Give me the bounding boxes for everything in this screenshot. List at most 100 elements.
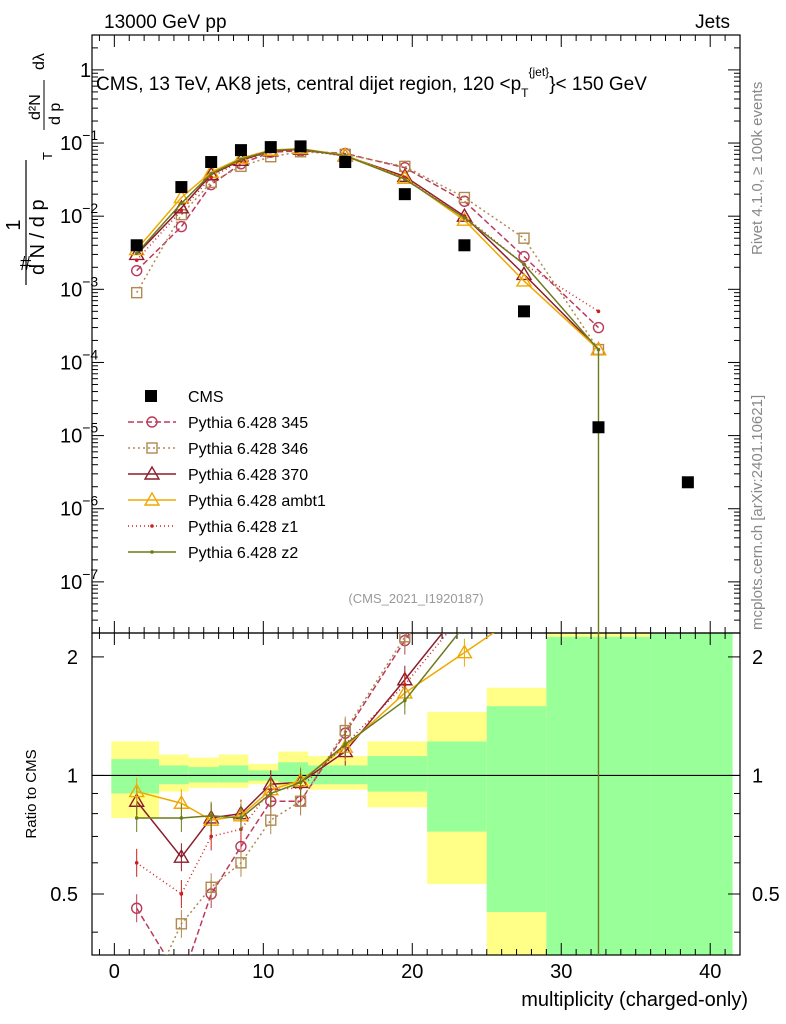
y-axis-label-lambda: dλ <box>31 53 48 70</box>
ratio-point <box>134 861 139 865</box>
ratio-y-axis-label: Ratio to CMS <box>23 749 40 838</box>
y-axis-label-one: 1 <box>3 219 25 230</box>
rivet-label: Rivet 4.1.0, ≥ 100k events <box>749 82 766 255</box>
cms-data-group <box>130 140 694 489</box>
ratio-tick-label-left: 0.5 <box>50 884 78 906</box>
cms-data-point <box>294 140 307 153</box>
ratio-band-green <box>188 767 219 783</box>
series-point <box>209 175 213 180</box>
y-tick-label-exp: −1 <box>82 127 98 143</box>
series-point <box>462 216 467 220</box>
ratio-point <box>235 857 247 869</box>
series-point <box>179 201 184 206</box>
y-tick-label-base: 10 <box>60 352 82 374</box>
ratio-tick-label-left: 2 <box>67 647 78 669</box>
series-point <box>134 258 139 263</box>
x-tick-label: 30 <box>550 961 572 983</box>
y-tick-label-exp: −2 <box>82 200 98 216</box>
ratio-point <box>268 791 273 796</box>
y-tick-label: 10−4 <box>60 346 98 374</box>
ratio-point <box>343 742 348 747</box>
cms-data-point <box>175 181 188 194</box>
y-tick-label-exp: −3 <box>82 273 98 289</box>
ratio-point <box>205 881 217 893</box>
y-tick-label-exp: −4 <box>82 346 98 362</box>
ratio-point <box>175 918 188 930</box>
cms-data-point <box>339 156 352 169</box>
x-tick-label: 40 <box>699 961 721 983</box>
legend-label: Pythia 6.428 346 <box>188 441 308 458</box>
y-tick-label-base: 1 <box>80 60 91 82</box>
series-point <box>209 171 213 176</box>
ratio-tick-label-right: 1 <box>752 765 763 787</box>
series-layer <box>128 140 694 955</box>
chart-title-var: p <box>511 74 522 95</box>
series-point <box>403 177 407 182</box>
series-ratio-group <box>134 633 460 832</box>
energy-label: 13000 GeV pp <box>104 12 227 33</box>
cms-data-point <box>518 305 530 318</box>
series-line <box>136 151 600 350</box>
y-tick-label: 10−2 <box>60 200 98 228</box>
series-main-group <box>128 140 607 356</box>
y-tick-label-base: 10 <box>60 572 82 594</box>
legend-marker <box>146 416 158 428</box>
series-point <box>205 178 217 191</box>
series-point <box>232 149 250 164</box>
series-point <box>596 309 601 314</box>
legend-label: CMS <box>188 389 224 406</box>
ratio-point <box>209 813 213 818</box>
series-point <box>130 264 143 277</box>
ratio-tick-label-right: 2 <box>752 647 763 669</box>
ratio-point <box>456 644 473 659</box>
ratio-tick-label-left: 1 <box>67 765 78 787</box>
ratio-band-green <box>367 756 428 792</box>
legend-marker-cms <box>145 390 157 402</box>
cms-data-point <box>234 144 247 157</box>
y-axis-label-frac-den: d p <box>47 103 64 125</box>
cms-data-point <box>681 476 694 489</box>
series-line <box>136 148 600 351</box>
legend-label: Pythia 6.428 z1 <box>188 519 298 536</box>
x-axis-label: multiplicity (charged-only) <box>521 989 748 1011</box>
ratio-point <box>298 780 303 785</box>
ratio-point <box>173 848 190 863</box>
series-point <box>592 321 605 334</box>
ratio-tick-label-right: 0.5 <box>752 884 780 906</box>
ratio-point <box>209 834 213 839</box>
series-point <box>458 195 471 207</box>
legend-marker <box>143 465 161 480</box>
ratio-band-green <box>427 741 487 832</box>
series-point <box>239 157 243 162</box>
ratio-point <box>134 816 139 820</box>
source-label: mcplots.cern.ch [arXiv:2401.10621] <box>749 395 766 630</box>
ratio-band-green <box>218 765 249 783</box>
series-main-group <box>134 147 601 314</box>
y-tick-label: 10−3 <box>60 273 98 301</box>
ratio-point <box>179 892 184 896</box>
x-tick-label: 20 <box>401 961 423 983</box>
y-tick-label: 10−6 <box>60 493 98 521</box>
y-axis-label-t: T <box>40 152 55 160</box>
y-tick-label-exp: −5 <box>82 420 98 436</box>
series-point <box>202 166 220 181</box>
series-point <box>130 286 143 299</box>
ratio-point <box>399 633 411 643</box>
legend-label: Pythia 6.428 370 <box>188 467 308 484</box>
ratio-band-green <box>486 706 547 913</box>
cms-data-point <box>130 239 143 252</box>
legend-marker <box>150 550 154 554</box>
ratio-point <box>130 902 143 914</box>
legend-marker <box>146 442 158 454</box>
y-tick-label: 10−1 <box>60 127 98 155</box>
ratio-point <box>403 682 407 687</box>
ratio-point <box>403 698 407 703</box>
analysis-id: (CMS_2021_I1920187) <box>348 591 483 606</box>
y-tick-label-exp: −7 <box>82 566 98 582</box>
main-panel-frame <box>91 34 741 634</box>
x-tick-label: 10 <box>252 961 274 983</box>
series-point <box>515 265 533 281</box>
legend-label: Pythia 6.428 345 <box>188 415 308 432</box>
legend-marker <box>143 491 161 506</box>
